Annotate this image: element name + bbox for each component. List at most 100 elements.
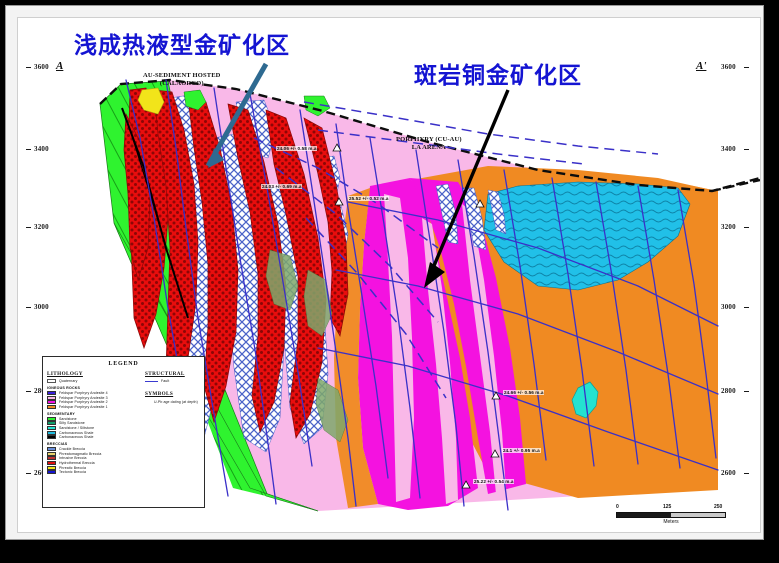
legend-box: LEGEND LITHOLOGY Quaternary IGNEOUS ROCK…	[42, 356, 205, 508]
legend-label-igneous-2: Feldspar Porphyry Andesite 2	[59, 400, 108, 405]
triangle-icon	[145, 399, 151, 404]
scale-bar-graphic	[616, 512, 726, 518]
swatch-tectonic-breccia	[47, 470, 56, 475]
legend-label-sed-1: Sandstone	[59, 416, 77, 421]
tick-right-3200	[744, 227, 749, 228]
tick-left-3400	[26, 149, 31, 150]
age-label-3: 25.52 +/- 0.52 m.a	[348, 196, 390, 201]
legend-item-bx-1: Crackle Breccia	[47, 447, 139, 452]
topographic-surface	[99, 78, 760, 193]
legend-item-bx-6: Tectonic Breccia	[47, 470, 139, 475]
label-porphyry-line2: LA ARENA	[411, 144, 446, 151]
fault-line-symbol	[145, 380, 158, 382]
tick-left-3200	[26, 227, 31, 228]
label-au-sediment-hosted: AU-SEDIMENT HOSTED (CALAORCO)	[143, 72, 221, 88]
legend-label-quaternary: Quaternary	[59, 379, 78, 383]
label-au-sediment-line1: AU-SEDIMENT HOSTED	[143, 72, 221, 79]
swatch-sandstone	[47, 416, 56, 421]
cross-section-graphic	[99, 62, 760, 512]
axis-left-3000: 3000	[34, 303, 49, 311]
swatch-igneous-4	[47, 391, 56, 395]
axis-left-3400: 3400	[34, 145, 49, 153]
legend-label-bx-1: Crackle Breccia	[59, 447, 86, 452]
tick-right-2600	[744, 473, 749, 474]
legend-label-age-symbol: U-Pb age dating (at depth)	[154, 399, 198, 404]
scale-unit-label: Meters	[663, 519, 679, 525]
fault-lines	[125, 79, 719, 511]
endmark-A-prime: A'	[696, 60, 707, 72]
scale-tick-0: 0	[616, 504, 619, 510]
scale-tick-125: 125	[663, 504, 672, 510]
window-frame: 3600 3400 3200 3000 2800 2600 3600 3400 …	[5, 5, 764, 540]
legend-structural-head: STRUCTURAL	[145, 371, 185, 377]
endmark-A: A	[56, 60, 64, 72]
axis-left-3600: 3600	[34, 63, 49, 71]
image-canvas: 3600 3400 3200 3000 2800 2600 3600 3400 …	[17, 17, 761, 533]
swatch-igneous-2	[47, 400, 56, 405]
legend-item-sed-5: Carbonaceous Shale	[47, 435, 139, 440]
legend-symbols-head: SYMBOLS	[145, 391, 174, 397]
hydrothermal-breccia	[123, 87, 349, 440]
tick-left-3000	[26, 307, 31, 308]
annotation-porphyry-zone: 斑岩铜金矿化区	[414, 63, 582, 89]
legend-item-sed-4: Carbonaceous Shale	[47, 430, 139, 435]
age-label-1: 24.06 +/- 0.58 m.a	[276, 146, 318, 151]
tick-left-2800	[26, 391, 31, 392]
legend-item-bx-2: Phreatomagmatic Breccia	[47, 451, 139, 456]
scale-seg-1	[617, 513, 671, 517]
legend-item-age-symbol: U-Pb age dating (at depth)	[145, 399, 203, 404]
annotation-arrow-porphyry	[424, 89, 510, 288]
scale-seg-2	[671, 513, 725, 517]
tick-left-3600	[26, 67, 31, 68]
legend-item-sed-3: Sandstone / Siltstone	[47, 425, 139, 430]
swatch-phreatomagmatic-breccia	[47, 451, 56, 456]
legend-title: LEGEND	[108, 361, 139, 367]
geologic-cross-section	[18, 18, 760, 532]
tick-right-3400	[744, 149, 749, 150]
axis-left-3200: 3200	[34, 223, 49, 231]
swatch-sandstone-siltstone	[47, 425, 56, 430]
tick-right-3000	[744, 307, 749, 308]
axis-left-2800: 2800	[34, 387, 49, 395]
axis-right-2800: 2800	[721, 387, 736, 395]
age-label-5: 24.1 +/- 0.95 m.a	[502, 448, 541, 453]
legend-breccias-head: BRECCIAS	[47, 442, 68, 447]
axis-right-2600: 2600	[721, 469, 736, 477]
legend-label-bx-4: Hydrothermal Breccia	[59, 460, 95, 465]
legend-lithology-head: LITHOLOGY	[47, 371, 83, 377]
legend-label-igneous-1: Feldspar Porphyry Andesite 1	[59, 404, 108, 409]
legend-igneous-head: IGNEOUS ROCKS	[47, 386, 81, 390]
swatch-crackle-breccia	[47, 447, 56, 452]
tick-left-2600	[26, 473, 31, 474]
legend-item-bx-4: Hydrothermal Breccia	[47, 460, 139, 465]
legend-label-sed-3: Sandstone / Siltstone	[59, 425, 95, 430]
legend-item-quaternary: Quaternary	[47, 379, 139, 383]
axis-right-3600: 3600	[721, 63, 736, 71]
swatch-quaternary	[47, 379, 56, 383]
axis-right-3200: 3200	[721, 223, 736, 231]
legend-label-sed-5: Carbonaceous Shale	[59, 435, 94, 440]
age-label-2: 24.03 +/- 0.69 m.a	[261, 184, 303, 189]
swatch-hydrothermal-breccia	[47, 460, 56, 465]
legend-item-igneous-2: Feldspar Porphyry Andesite 2	[47, 400, 139, 405]
legend-label-igneous-4: Feldspar Porphyry Andesite 4	[59, 391, 108, 395]
swatch-phreatic-breccia	[47, 465, 56, 470]
legend-label-bx-2: Phreatomagmatic Breccia	[59, 451, 102, 456]
label-porphyry-line1: PORPHYRY (CU-AU)	[396, 136, 462, 143]
legend-item-bx-3: Intrusive Breccia	[47, 456, 139, 461]
legend-item-igneous-3: Feldspar Porphyry Andesite 3	[47, 395, 139, 400]
legend-item-fault: Fault	[145, 379, 203, 383]
legend-label-bx-5: Phreatic Breccia	[59, 465, 87, 470]
legend-item-igneous-4: Feldspar Porphyry Andesite 4	[47, 391, 139, 395]
axis-left-2600: 2600	[34, 469, 49, 477]
age-label-4: 24.66 +/- 0.56 m.a	[503, 390, 545, 395]
swatch-igneous-3	[47, 395, 56, 400]
legend-label-igneous-3: Feldspar Porphyry Andesite 3	[59, 395, 108, 400]
swatch-silty-sandstone	[47, 421, 56, 426]
tick-right-3600	[744, 67, 749, 68]
legend-label-sed-4: Carbonaceous Shale	[59, 430, 94, 435]
swatch-carb-shale-cyan	[47, 430, 56, 435]
age-label-6: 25.22 +/- 0.54 m.a	[473, 479, 515, 484]
swatch-intrusive-breccia	[47, 456, 56, 461]
